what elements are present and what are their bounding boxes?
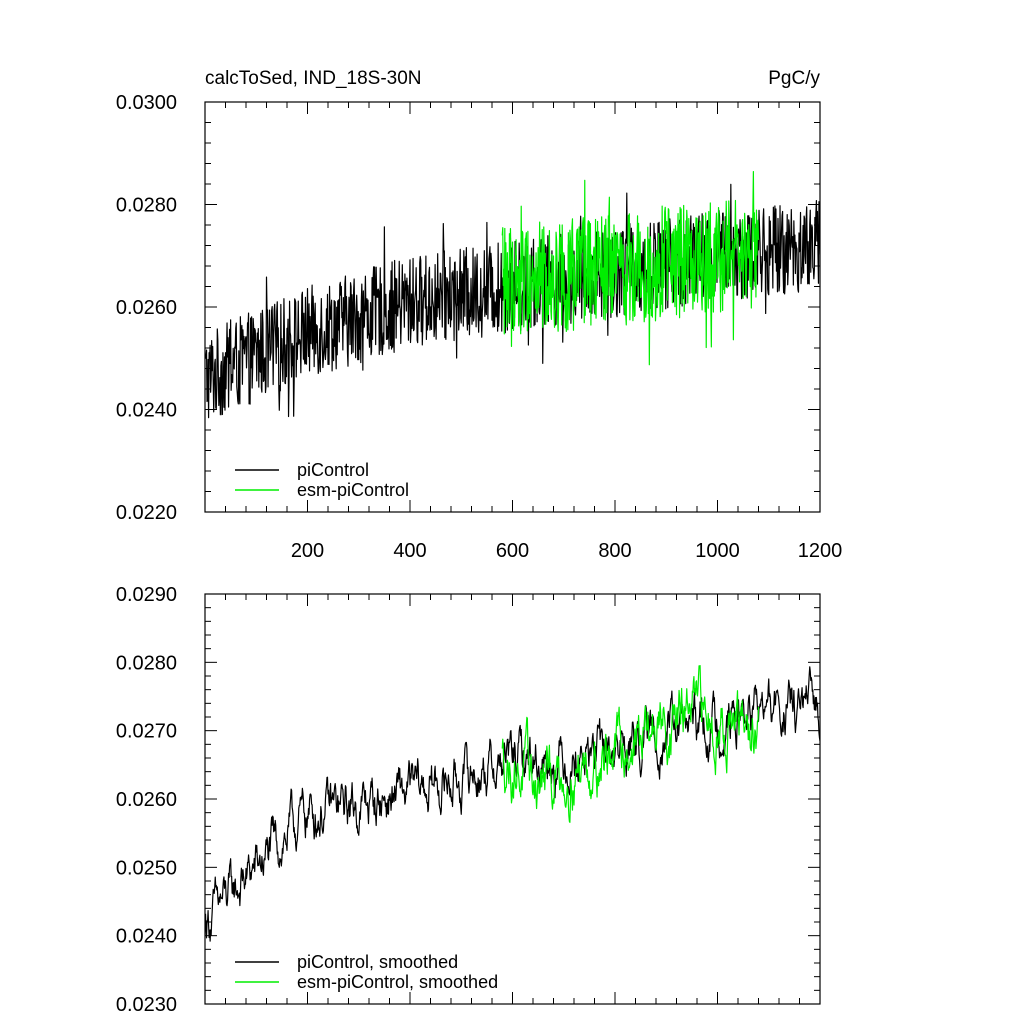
- y-tick-label: 0.0230: [116, 994, 177, 1016]
- legend-label: esm-piControl: [297, 480, 409, 500]
- series-line-1: [205, 666, 820, 942]
- y-tick-label: 0.0240: [116, 400, 177, 422]
- x-tick-label: 400: [393, 540, 426, 562]
- x-tick-label: 1000: [695, 540, 740, 562]
- chart-panel-2: 0.0230 0.0240 0.0250 0.0260 0.0270 0.0280 0.02…: [116, 584, 821, 1016]
- legend-label: piControl, smoothed: [297, 952, 458, 972]
- y-tick-label: 0.0220: [116, 502, 177, 524]
- y-tick-label: 0.0280: [116, 195, 177, 217]
- y-tick-label: 0.0270: [116, 721, 177, 743]
- y-tick-label: 0.0260: [116, 789, 177, 811]
- y-tick-label: 0.0250: [116, 857, 177, 879]
- legend-label: esm-piControl, smoothed: [297, 972, 498, 992]
- y-tick-label: 0.0260: [116, 297, 177, 319]
- series-line-2: [501, 665, 760, 823]
- y-tick-label: 0.0280: [116, 652, 177, 674]
- x-tick-label: 1200: [798, 540, 843, 562]
- y-tick-label: 0.0300: [116, 92, 177, 114]
- chart-panel-1: 0.0220 0.0240 0.0260 0.0280 0.0300 200 400 600 8…: [116, 68, 842, 562]
- x-tick-label: 200: [291, 540, 324, 562]
- chart-title: calcToSed, IND_18S-30N: [205, 68, 422, 89]
- chart-units: PgC/y: [768, 68, 820, 89]
- y-tick-label: 0.0240: [116, 926, 177, 948]
- x-tick-label: 800: [598, 540, 631, 562]
- legend-label: piControl: [297, 460, 369, 480]
- series-line-2: [501, 170, 760, 366]
- y-tick-label: 0.0290: [116, 584, 177, 606]
- x-tick-label: 600: [496, 540, 529, 562]
